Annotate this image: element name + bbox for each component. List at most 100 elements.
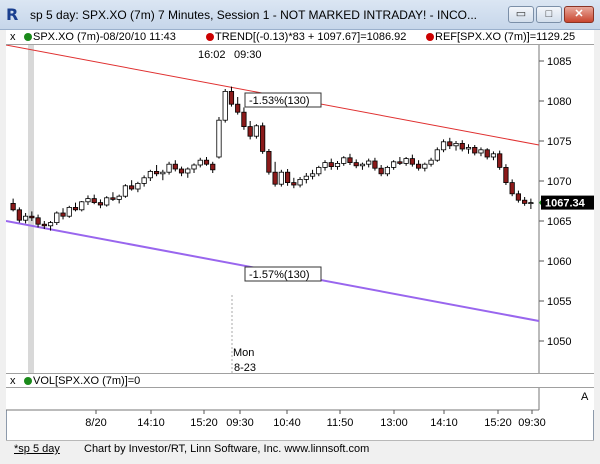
candle-down	[484, 149, 490, 158]
price-tick-label: 1060	[547, 256, 571, 268]
candle-down	[503, 167, 509, 184]
candle-up	[22, 215, 29, 221]
candle-up	[478, 149, 484, 154]
candle-up	[47, 222, 54, 227]
candle-up	[104, 197, 110, 206]
time-tick-label: 15:20	[484, 417, 512, 429]
candle-down	[72, 206, 79, 211]
candle-up	[422, 163, 428, 169]
time-tick-label: 09:30	[518, 417, 546, 429]
candle-up	[428, 159, 434, 165]
candle-up	[528, 202, 534, 205]
candle-up	[303, 175, 309, 180]
lower-pct-box	[244, 266, 322, 282]
candle-down	[91, 198, 97, 204]
chart-header: x SPX.XO (7m)-08/20/10 11:43 TREND[(-0.1…	[6, 30, 594, 45]
volume-close-icon[interactable]: x	[10, 375, 16, 387]
candle-down	[347, 157, 353, 164]
candle-up	[440, 141, 447, 151]
price-chart[interactable]: 1050 1055 1060 1065 1070 1075 1080 1085 16:02 0…	[6, 45, 594, 440]
candle-up	[135, 182, 141, 190]
candle-up	[66, 206, 72, 217]
candle-down	[241, 111, 247, 127]
time-tick-label: 15:20	[190, 417, 218, 429]
candlestick-series	[10, 86, 534, 231]
candle-down	[353, 162, 359, 167]
candle-down	[10, 202, 16, 211]
candle-down	[110, 197, 116, 200]
window-titlebar[interactable]: R sp 5 day: SPX.XO (7m) 7 Minutes, Sessi…	[0, 0, 600, 30]
volume-pane[interactable]	[6, 388, 594, 410]
app-logo-icon: R	[6, 5, 19, 24]
last-price-badge	[541, 195, 594, 210]
candle-down	[29, 215, 35, 219]
session-break-shade	[28, 45, 34, 373]
candle-up	[322, 162, 328, 168]
candle-down	[509, 182, 515, 195]
time-tick-label: 13:00	[380, 417, 408, 429]
candle-down	[247, 126, 253, 137]
volume-scale-label: A	[581, 391, 589, 403]
minimize-button[interactable]: ▭	[508, 6, 534, 23]
trend-legend[interactable]: TREND[(-0.13)*83 + 1097.67]=1086.92	[206, 31, 406, 43]
price-tick-label: 1085	[547, 56, 571, 68]
upper-pct-box	[244, 92, 322, 108]
candle-down	[284, 171, 291, 183]
candle-down	[16, 209, 22, 221]
candle-up	[297, 178, 303, 186]
candle-down	[260, 125, 266, 152]
candle-down	[372, 160, 378, 169]
candle-down	[522, 199, 528, 204]
price-tick-label: 1080	[547, 96, 571, 108]
candle-up	[197, 159, 203, 166]
time-tick-label: 14:10	[430, 417, 458, 429]
candle-down	[515, 193, 522, 201]
candle-down	[210, 163, 216, 171]
candle-up	[216, 119, 222, 158]
candle-down	[472, 147, 478, 154]
candle-up	[222, 91, 228, 121]
close-icon[interactable]: x	[10, 31, 16, 43]
candle-up	[147, 171, 153, 179]
candle-up	[384, 167, 391, 175]
candle-up	[160, 171, 166, 175]
maximize-button[interactable]: □	[536, 6, 562, 23]
volume-dot-icon	[24, 377, 32, 385]
time-axis[interactable]: 8/20 14:10 15:20 09:30 10:40 11:50 13:00 14:10 1…	[85, 410, 546, 429]
price-tick-label: 1050	[547, 336, 571, 348]
series-dot-icon	[24, 33, 32, 41]
candle-up	[403, 158, 409, 164]
volume-label: VOL[SPX.XO (7m)]=0	[33, 375, 141, 387]
candle-down	[447, 141, 453, 147]
candle-up	[141, 177, 147, 184]
day-name-label: Mon	[233, 347, 254, 359]
candle-down	[172, 163, 178, 170]
candle-down	[235, 103, 241, 113]
time-tick-label: 11:50	[327, 417, 354, 429]
candle-down	[266, 151, 272, 173]
candle-up	[341, 157, 347, 164]
close-button[interactable]: ✕	[564, 6, 594, 23]
candle-down	[178, 168, 185, 174]
candle-up	[359, 163, 366, 167]
chart-tab[interactable]: *sp 5 day	[14, 443, 60, 455]
candle-up	[85, 198, 91, 203]
candle-down	[203, 159, 210, 165]
candle-down	[60, 212, 66, 217]
volume-legend[interactable]: VOL[SPX.XO (7m)]=0	[24, 375, 140, 387]
candle-up	[54, 212, 60, 224]
candle-down	[459, 143, 465, 150]
candle-down	[97, 202, 104, 206]
candle-down	[409, 158, 415, 165]
trend-label: TREND[(-0.13)*83 + 1097.67]=1086.92	[215, 31, 407, 43]
series-label: SPX.XO (7m)-08/20/10 11:43	[33, 31, 176, 43]
candle-up	[116, 195, 122, 200]
time-tick-label: 09:30	[226, 417, 254, 429]
candle-down	[328, 162, 334, 167]
top-time-left: 16:02	[198, 49, 226, 61]
ref-legend[interactable]: REF[SPX.XO (7m)]=1129.25	[426, 31, 575, 43]
candle-down	[291, 182, 297, 186]
candle-down	[35, 217, 41, 225]
series-legend[interactable]: SPX.XO (7m)-08/20/10 11:43	[24, 31, 176, 43]
trend-dot-icon	[206, 33, 214, 41]
